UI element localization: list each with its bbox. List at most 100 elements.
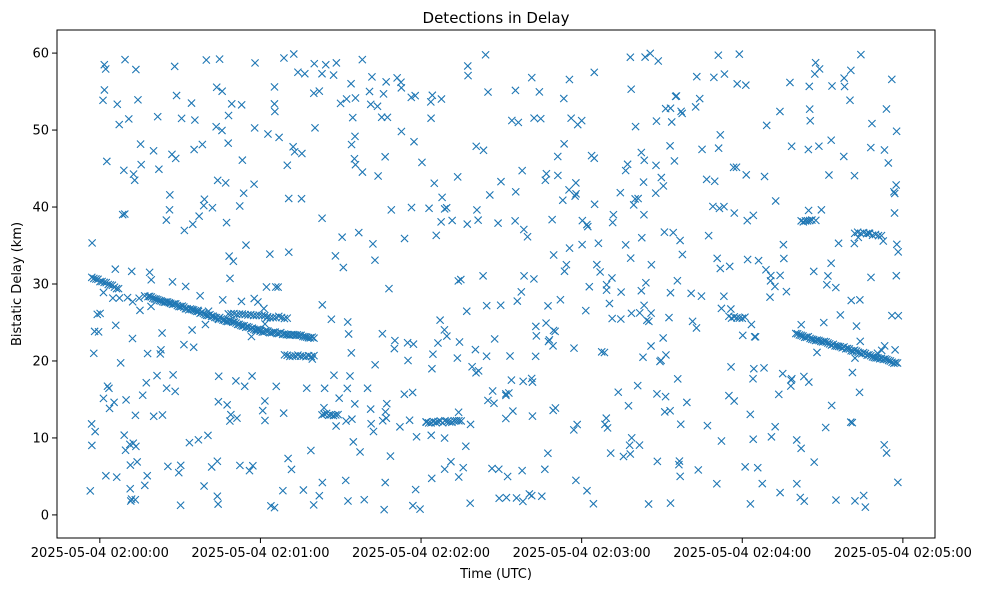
data-point	[284, 194, 293, 203]
data-point	[279, 54, 288, 62]
data-point	[158, 411, 167, 419]
data-point	[655, 357, 664, 366]
y-tick-label: 60	[32, 47, 49, 62]
data-point	[834, 239, 843, 248]
data-point	[90, 327, 99, 336]
y-tick-label: 20	[32, 354, 49, 369]
data-point	[542, 169, 551, 178]
data-point	[889, 359, 898, 368]
data-point	[666, 141, 675, 150]
data-point	[608, 314, 617, 323]
data-point	[517, 287, 526, 296]
data-point	[203, 431, 212, 440]
data-point	[775, 107, 784, 116]
data-point	[354, 228, 363, 237]
data-point	[831, 283, 840, 292]
data-point	[408, 388, 417, 397]
data-point	[144, 292, 153, 301]
data-point	[306, 446, 315, 455]
data-point	[661, 392, 670, 401]
data-point	[519, 377, 528, 386]
data-point	[332, 58, 341, 67]
data-point	[348, 113, 357, 122]
data-point	[571, 192, 580, 201]
data-point	[530, 114, 539, 123]
data-point	[190, 116, 199, 125]
data-point	[688, 317, 697, 326]
data-point	[640, 156, 649, 165]
data-point	[177, 114, 186, 123]
data-point	[753, 463, 762, 472]
data-point	[821, 423, 830, 432]
data-point	[644, 317, 653, 326]
y-tick-label: 10	[32, 431, 49, 446]
data-point	[191, 306, 200, 315]
data-point	[732, 163, 741, 172]
data-point	[366, 100, 375, 109]
data-point	[468, 362, 477, 371]
data-point	[454, 276, 463, 285]
data-point	[884, 158, 893, 167]
data-point	[91, 427, 100, 436]
data-point	[373, 102, 382, 111]
data-point	[315, 87, 324, 96]
data-point	[666, 499, 675, 508]
data-point	[596, 267, 605, 276]
data-point	[300, 69, 309, 78]
data-point	[882, 448, 891, 457]
data-point	[278, 486, 287, 495]
data-point	[666, 406, 675, 415]
data-point	[351, 132, 359, 141]
plot-area	[86, 49, 903, 514]
data-point	[698, 145, 707, 154]
data-point	[456, 275, 465, 284]
data-point	[536, 114, 545, 123]
data-point	[347, 348, 356, 357]
data-point	[349, 437, 358, 446]
data-point	[274, 283, 283, 292]
data-point	[602, 414, 611, 423]
data-point	[629, 200, 638, 209]
data-point	[149, 412, 158, 421]
data-point	[616, 188, 625, 197]
data-point	[147, 275, 156, 284]
data-point	[892, 180, 901, 189]
data-point	[503, 472, 512, 481]
data-point	[217, 126, 226, 135]
data-point	[519, 225, 528, 234]
data-point	[644, 500, 653, 509]
data-point	[289, 50, 298, 59]
data-point	[720, 70, 729, 79]
data-point	[847, 296, 856, 305]
data-point	[589, 499, 598, 508]
data-point	[149, 146, 158, 155]
data-point	[727, 362, 736, 371]
data-point	[501, 391, 510, 400]
data-point	[637, 233, 646, 242]
data-point	[496, 177, 505, 186]
data-point	[843, 344, 852, 353]
data-point	[730, 397, 739, 406]
data-point	[426, 97, 435, 106]
data-point	[776, 488, 785, 497]
data-point	[787, 142, 796, 151]
data-point	[266, 501, 275, 510]
data-point	[100, 278, 109, 287]
data-point	[560, 267, 569, 276]
data-point	[647, 309, 656, 318]
data-point	[846, 66, 855, 75]
data-point	[719, 292, 728, 301]
data-point	[864, 350, 873, 359]
data-point	[101, 471, 110, 480]
data-point	[367, 419, 376, 428]
data-point	[590, 154, 599, 163]
data-point	[428, 91, 437, 100]
data-point	[531, 352, 540, 361]
data-point	[466, 420, 475, 429]
data-point	[374, 172, 383, 180]
data-point	[743, 255, 752, 264]
data-point	[270, 99, 279, 108]
data-point	[185, 438, 194, 447]
data-point	[455, 338, 464, 346]
data-point	[199, 201, 208, 210]
